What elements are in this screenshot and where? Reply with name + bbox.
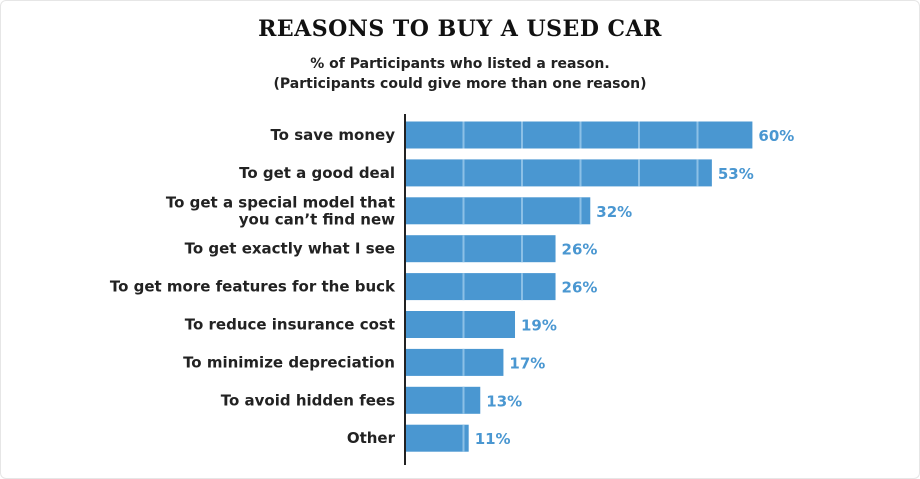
category-label: To get a good deal [239,164,395,182]
data-label: 13% [486,392,522,410]
chart-title: REASONS TO BUY A USED CAR [258,16,662,42]
data-label: 19% [521,317,557,335]
bar [405,424,469,452]
category-label: To minimize depreciation [183,353,395,371]
bar-group: 53% To get a good deal [239,159,754,187]
bar-group: 60% To save money [270,121,794,149]
data-label: 32% [596,203,632,221]
bar-group: 13% To avoid hidden fees [221,386,522,414]
bar [405,121,753,149]
bar [405,159,712,187]
bar [405,235,556,263]
bar-group: 19% To reduce insurance cost [185,311,557,338]
data-label: 11% [475,430,511,448]
chart-subtitle-line-2: (Participants could give more than one r… [273,76,647,92]
category-label: To get exactly what I see [185,240,395,258]
data-label: 53% [718,165,754,183]
bar-group: 26% To get exactly what I see [185,235,598,263]
bar [405,348,504,376]
data-label: 26% [562,241,598,259]
bar [405,273,556,301]
category-label: you can’t find new [239,210,395,228]
category-label: To get a special model that [166,193,395,211]
category-label: Other [347,429,396,447]
category-label: To reduce insurance cost [185,316,395,334]
data-label: 26% [562,279,598,297]
bar-group: 17% To minimize depreciation [183,348,545,376]
bar-group: 26% To get more features for the buck [110,273,598,301]
bar [405,386,481,414]
data-label: 17% [509,354,545,372]
bar [405,311,516,338]
bar-group: 11% Other [347,424,511,452]
chart-subtitle-line-1: % of Participants who listed a reason. [310,56,610,72]
category-label: To save money [270,126,395,144]
category-label: To avoid hidden fees [221,391,395,409]
category-label: To get more features for the buck [110,278,396,296]
bar [405,197,591,225]
data-label: 60% [758,127,794,145]
